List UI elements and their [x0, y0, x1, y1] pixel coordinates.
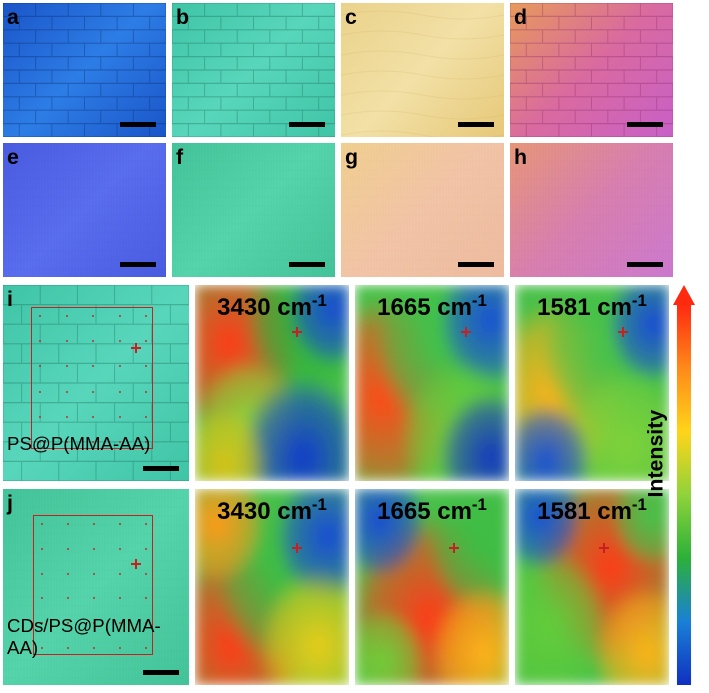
colorbar-label: Intensity	[644, 478, 669, 498]
panel-letter: h	[514, 145, 527, 170]
heatmap-j-0: 3430 cm-1	[195, 489, 349, 685]
map-title: 1581 cm-1	[515, 495, 669, 526]
scale-bar	[143, 670, 179, 675]
texture	[3, 3, 166, 137]
panel-a: a	[3, 3, 166, 137]
panel-letter: a	[7, 5, 19, 30]
colorbar-arrow-icon	[673, 285, 695, 685]
heatmap-i-0: 3430 cm-1	[195, 285, 349, 481]
cross-marker	[618, 327, 628, 337]
texture	[510, 3, 673, 137]
panel-c: c	[341, 3, 504, 137]
texture	[341, 143, 504, 277]
map-title: 1665 cm-1	[355, 495, 509, 526]
panel-d: d	[510, 3, 673, 137]
cross-marker	[131, 559, 141, 569]
panel-letter: b	[176, 5, 189, 30]
cross-marker	[292, 543, 302, 553]
figure-root: abcdefgh iPS@P(MMA-AA)3430 cm-11665 cm-1…	[0, 0, 709, 693]
panel-f: f	[172, 143, 335, 277]
cross-marker	[292, 327, 302, 337]
panel-letter: j	[7, 491, 13, 516]
scale-bar	[289, 262, 325, 267]
map-title: 3430 cm-1	[195, 291, 349, 322]
colorbar	[673, 285, 695, 685]
scale-bar	[120, 262, 156, 267]
panel-g: g	[341, 143, 504, 277]
cross-marker	[599, 543, 609, 553]
cross-marker	[449, 543, 459, 553]
panel-e: e	[3, 143, 166, 277]
scale-bar	[627, 262, 663, 267]
panel-letter: c	[345, 5, 357, 30]
scale-bar	[627, 122, 663, 127]
heatmap-i-1: 1665 cm-1	[355, 285, 509, 481]
panel-letter: d	[514, 5, 527, 30]
texture	[3, 143, 166, 277]
cross-marker	[461, 327, 471, 337]
cross-marker	[131, 343, 141, 353]
micrograph-j: j CDs/PS@P(MMA-AA)	[3, 489, 189, 685]
sample-label: PS@P(MMA-AA)	[7, 433, 150, 455]
scale-bar	[120, 122, 156, 127]
scale-bar	[458, 262, 494, 267]
panel-letter: g	[345, 145, 358, 170]
heatmap-j-1: 1665 cm-1	[355, 489, 509, 685]
panel-b: b	[172, 3, 335, 137]
texture	[341, 3, 504, 137]
panel-letter: f	[176, 145, 183, 170]
map-title: 1581 cm-1	[515, 291, 669, 322]
scale-bar	[458, 122, 494, 127]
texture	[172, 143, 335, 277]
texture	[172, 3, 335, 137]
scale-bar	[143, 466, 179, 471]
panel-letter: i	[7, 287, 13, 312]
roi-box	[31, 307, 153, 449]
heatmap-j-2: 1581 cm-1	[515, 489, 669, 685]
micrograph-i: i PS@P(MMA-AA)	[3, 285, 189, 481]
sample-label: CDs/PS@P(MMA-AA)	[7, 615, 189, 659]
panel-letter: e	[7, 145, 19, 170]
panel-h: h	[510, 143, 673, 277]
texture	[510, 143, 673, 277]
scale-bar	[289, 122, 325, 127]
map-title: 1665 cm-1	[355, 291, 509, 322]
map-title: 3430 cm-1	[195, 495, 349, 526]
